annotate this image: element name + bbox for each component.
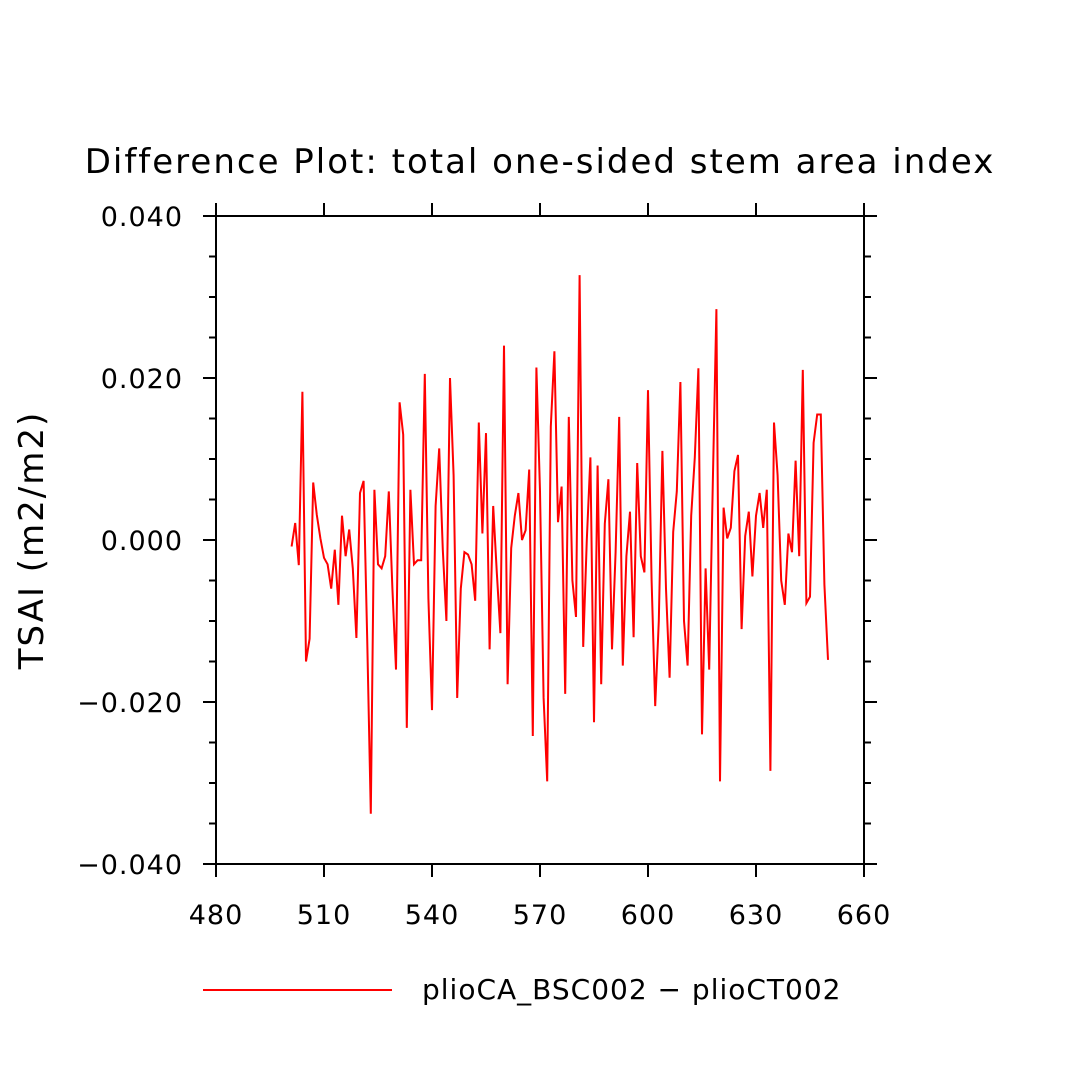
chart-title: Difference Plot: total one-sided stem ar…: [85, 142, 996, 182]
x-tick-label: 630: [729, 900, 784, 931]
y-tick-label: −0.040: [77, 850, 183, 881]
x-tick-labels: 480 510 540 570 600 630 660: [189, 900, 892, 931]
x-tick-label: 510: [297, 900, 352, 931]
y-tick-label: 0.020: [101, 364, 183, 395]
y-tick-label: 0.000: [101, 526, 183, 557]
x-tick-label: 570: [513, 900, 568, 931]
y-tick-label: 0.040: [101, 202, 183, 233]
y-axis-label: TSAI (m2/m2): [12, 411, 52, 671]
legend-label: plioCA_BSC002 − plioCT002: [422, 973, 841, 1006]
series-line: [290, 275, 829, 814]
x-tick-label: 660: [837, 900, 892, 931]
y-tick-label: −0.020: [77, 688, 183, 719]
y-tick-labels: −0.040 −0.020 0.000 0.020 0.040: [77, 202, 183, 881]
x-tick-label: 480: [189, 900, 244, 931]
plot-area: 480 510 540 570 600 630 660 −0.040 −0.020 0.000 0…: [77, 202, 892, 931]
x-tick-label: 540: [405, 900, 460, 931]
data-series: [290, 275, 829, 814]
x-tick-label: 600: [621, 900, 676, 931]
axis-ticks: [203, 203, 877, 877]
legend: plioCA_BSC002 − plioCT002: [203, 973, 841, 1006]
